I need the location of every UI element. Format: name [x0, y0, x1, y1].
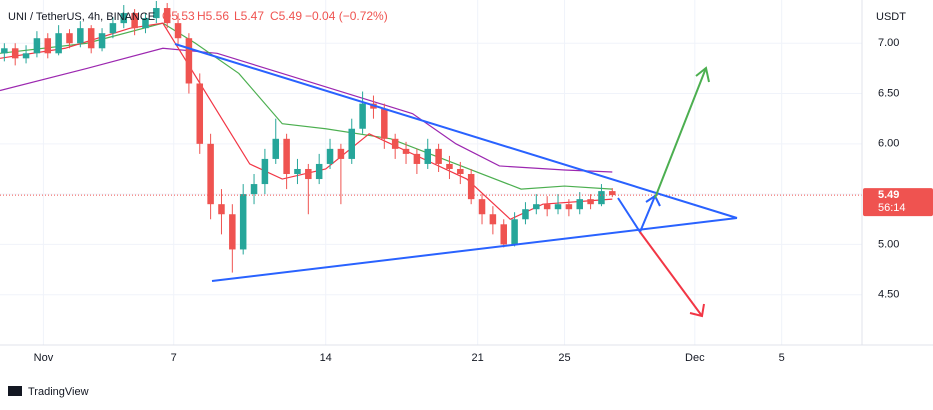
x-tick-label: 25 [558, 352, 570, 364]
watermark-text: TradingView [28, 386, 89, 398]
candle-body [131, 13, 138, 29]
candle-body [315, 163, 323, 180]
candle-body [478, 199, 486, 215]
y-tick-label: 6.50 [878, 87, 899, 99]
red-arrow [639, 231, 703, 317]
candle-body [272, 138, 280, 159]
candle-body [218, 204, 225, 215]
price-tag-countdown: 56:14 [878, 202, 906, 214]
candle-body [489, 214, 497, 225]
candle-body [55, 33, 62, 54]
candle-body [511, 219, 518, 245]
candle-body [587, 199, 594, 205]
ohlc-label: C5.49 [270, 9, 302, 23]
candle-body [348, 128, 356, 159]
candle-body [44, 38, 52, 54]
candle-body [1, 48, 8, 54]
candle-body [598, 191, 605, 205]
candle-body [381, 108, 388, 139]
ohlc-label: H5.56 [197, 9, 229, 23]
candle-body [554, 204, 562, 210]
candle-body [326, 148, 334, 164]
candle-body [359, 103, 366, 129]
candle-body [239, 194, 247, 250]
candle-body [457, 168, 464, 175]
candle-body [163, 8, 171, 24]
ohlc-label: −0.04 (−0.72%) [305, 9, 388, 23]
candle-body [87, 28, 95, 49]
y-tick-label: 7.00 [878, 37, 899, 49]
candle-body [305, 168, 312, 180]
price-tag-value: 5.49 [878, 189, 899, 201]
price-tag [863, 188, 933, 217]
candle-body [402, 148, 410, 154]
x-tick-label: 7 [171, 352, 177, 364]
x-tick-label: 5 [779, 352, 785, 364]
lower-trendline [211, 217, 738, 282]
candle-body [109, 23, 117, 34]
candle-body [283, 138, 290, 175]
ohlc-label: L5.47 [234, 9, 264, 23]
y-tick-label: 6.00 [878, 138, 899, 150]
y-axis-unit: USDT [876, 11, 906, 23]
candle-body [66, 33, 73, 44]
candle-body [467, 174, 475, 200]
candle-body [196, 83, 204, 144]
candle-body [435, 148, 442, 164]
candle-body [391, 138, 399, 149]
candle-body [424, 148, 431, 164]
x-tick-label: 21 [472, 352, 484, 364]
watermark: TradingView [8, 386, 89, 398]
candle-body [77, 28, 84, 44]
green-arrow [654, 67, 707, 199]
ohlc-label: O5.53 [162, 9, 195, 23]
candle-body [98, 33, 106, 49]
watermark-logo [8, 386, 22, 396]
y-tick-label: 4.50 [878, 289, 899, 301]
x-tick-label: 14 [320, 352, 332, 364]
y-tick-label: 5.00 [878, 238, 899, 250]
candle-body [565, 204, 573, 210]
upper-trendline [174, 43, 738, 219]
candle-body [446, 163, 453, 169]
candle-body [22, 53, 30, 59]
candle-body [413, 153, 421, 164]
candle-body [576, 199, 583, 210]
candle-body [250, 184, 258, 195]
candle-body [11, 48, 19, 59]
candle-body [500, 224, 507, 245]
candle-body [522, 209, 529, 220]
symbol-label: UNI / TetherUS, 4h, BINANCE [8, 11, 155, 23]
candle-body [229, 214, 236, 250]
x-tick-label: Nov [34, 352, 54, 364]
candle-body [533, 204, 540, 210]
red-arrowhead [689, 303, 705, 318]
candle-body [142, 18, 149, 29]
candle-body [185, 38, 193, 84]
candle-body [33, 38, 41, 54]
candle-body [261, 158, 269, 185]
moving-average [0, 47, 613, 173]
drawings [174, 43, 738, 318]
candle-body [153, 8, 160, 19]
x-tick-label: Dec [685, 352, 705, 364]
candle-body [207, 143, 214, 205]
moving-average [0, 22, 613, 190]
candle-body [120, 13, 128, 24]
candle-body [294, 168, 301, 175]
candle-body [174, 23, 182, 39]
candle-body [337, 148, 345, 159]
candle-body [609, 191, 616, 196]
candle-body [543, 204, 551, 210]
green-arrowhead [695, 66, 710, 83]
